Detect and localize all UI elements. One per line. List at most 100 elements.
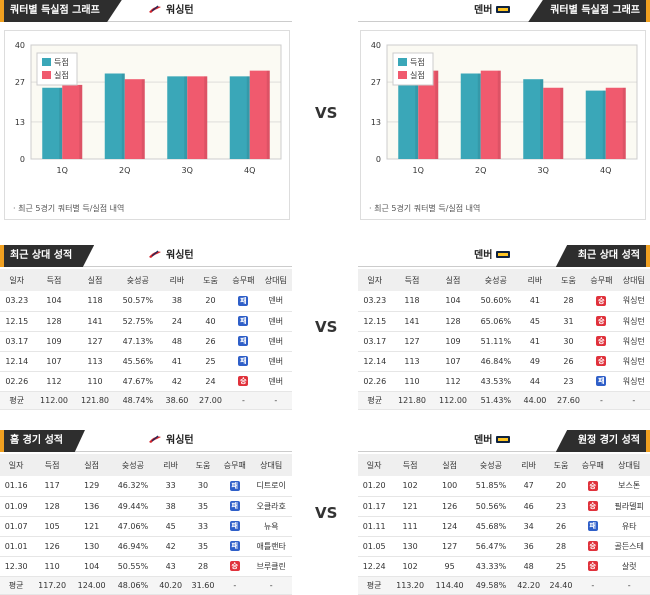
column-header: 득점: [32, 454, 72, 476]
table-cell: 워싱턴: [617, 371, 650, 392]
allowed-bar: [418, 70, 439, 159]
table-cell: 45: [518, 311, 552, 332]
average-cell: -: [227, 391, 260, 410]
table-row: 02.26 110 112 43.53% 44 23 패 워싱턴: [358, 371, 650, 392]
column-header: 일자: [0, 454, 33, 476]
table-cell: 28: [551, 291, 586, 312]
column-header: 득점: [391, 269, 433, 291]
nuggets-logo-icon: [496, 436, 511, 443]
table-cell: 117: [32, 476, 72, 497]
table-cell: 49: [518, 351, 552, 372]
result-badge: 승: [587, 541, 598, 551]
table-cell: 47.67%: [115, 371, 161, 392]
average-cell: -: [250, 576, 292, 595]
table-cell: 110: [391, 371, 433, 392]
score-bar: [460, 73, 481, 159]
result-badge-cell: 패: [227, 331, 260, 352]
table-cell: 41: [518, 291, 552, 312]
left-h2h-table: 일자 득점 실점 슛성공 리바 도움 승무패 상대팀 03.23 104 118 50.57% 38 20…: [0, 269, 292, 410]
column-header: 승무패: [585, 269, 618, 291]
table-cell: 104: [33, 291, 75, 312]
y-tick-label: 13: [15, 118, 25, 127]
nuggets-logo-icon: [496, 251, 511, 258]
result-badge: 패: [229, 521, 240, 531]
bar-shade: [266, 70, 270, 159]
column-header: 실점: [432, 269, 474, 291]
table-header-row: 일자 득점 실점 슛성공 리바 도움 승무패 상대팀: [0, 454, 292, 476]
table-cell: 128: [432, 311, 474, 332]
table-cell: 26: [551, 351, 586, 372]
average-cell: -: [577, 576, 609, 595]
score-bar: [585, 90, 606, 159]
table-cell: 51.85%: [469, 476, 513, 497]
allowed-bar: [62, 84, 83, 159]
table-cell: 109: [33, 331, 75, 352]
average-cell: 112.00: [33, 391, 75, 410]
table-cell: 01.17: [358, 496, 391, 517]
right-chart-note: · 최근 5경기 쿼터별 득/실점 내역: [369, 204, 481, 213]
column-header: 슛성공: [111, 454, 155, 476]
column-header: 실점: [74, 269, 116, 291]
table-cell: 덴버: [259, 351, 292, 372]
table-cell: 43: [154, 556, 187, 577]
allowed-bar: [605, 87, 626, 159]
table-row: 01.05 130 127 56.47% 36 28 승 골든스테: [358, 536, 650, 557]
average-cell: 40.20: [154, 576, 187, 595]
table-cell: 43.53%: [473, 371, 519, 392]
bar-shade: [602, 90, 606, 159]
x-tick-label: 2Q: [475, 166, 486, 175]
column-header: 슛성공: [469, 454, 513, 476]
table-cell: 110: [32, 556, 72, 577]
table-cell: 41: [160, 351, 194, 372]
table-cell: 30: [551, 331, 586, 352]
average-cell: 27.00: [193, 391, 228, 410]
result-badge-cell: 패: [227, 311, 260, 332]
table-row: 03.23 104 118 50.57% 38 20 패 덴버: [0, 291, 292, 312]
result-badge: 패: [238, 356, 249, 366]
table-cell: 50.57%: [115, 291, 161, 312]
table-cell: 12.14: [358, 351, 392, 372]
result-badge: 승: [596, 295, 607, 306]
table-row: 12.24 102 95 43.33% 48 25 승 살럿: [358, 556, 650, 577]
left-home-panel: 홈 경기 성적 워싱턴 일자 득점 실점 슛성공 리바 도움 승무패 상대팀 01.16 117 1…: [0, 430, 292, 595]
table-cell: 48: [512, 556, 545, 577]
column-header: 슛성공: [473, 269, 519, 291]
result-badge: 패: [229, 541, 240, 551]
result-badge: 승: [587, 480, 598, 491]
table-cell: 121: [71, 516, 112, 537]
average-cell: 124.00: [71, 576, 112, 595]
result-badge: 승: [229, 561, 240, 571]
column-header: 리바: [512, 454, 545, 476]
bar-shade: [497, 70, 501, 159]
table-cell: 65.06%: [473, 311, 519, 332]
table-cell: 129: [71, 476, 112, 497]
result-badge-cell: 승: [585, 351, 618, 372]
bar-shade: [477, 73, 481, 159]
table-cell: 46: [512, 496, 545, 517]
table-cell: 42: [154, 536, 187, 557]
table-cell: 102: [390, 476, 430, 497]
result-badge-cell: 승: [585, 331, 618, 352]
table-cell: 136: [71, 496, 112, 517]
legend-label: 득점: [54, 57, 69, 67]
average-cell: -: [617, 391, 650, 410]
table-cell: 56.47%: [469, 536, 513, 557]
table-cell: 141: [391, 311, 433, 332]
table-cell: 50.55%: [111, 556, 155, 577]
table-header-row: 일자 득점 실점 슛성공 리바 도움 승무패 상대팀: [0, 269, 292, 291]
column-header: 승무패: [219, 454, 251, 476]
table-cell: 35: [186, 536, 220, 557]
table-cell: 118: [391, 291, 433, 312]
table-cell: 111: [390, 516, 430, 537]
x-tick-label: 1Q: [413, 166, 424, 175]
y-tick-label: 40: [15, 41, 25, 50]
table-row: 12.15 141 128 65.06% 45 31 승 워싱턴: [358, 311, 650, 332]
table-cell: 126: [429, 496, 470, 517]
table-cell: 38: [154, 496, 187, 517]
result-badge: 패: [229, 480, 240, 491]
table-cell: 52.75%: [115, 311, 161, 332]
legend-swatch: [398, 58, 407, 66]
average-cell: 31.60: [186, 576, 220, 595]
column-header: 일자: [358, 454, 391, 476]
